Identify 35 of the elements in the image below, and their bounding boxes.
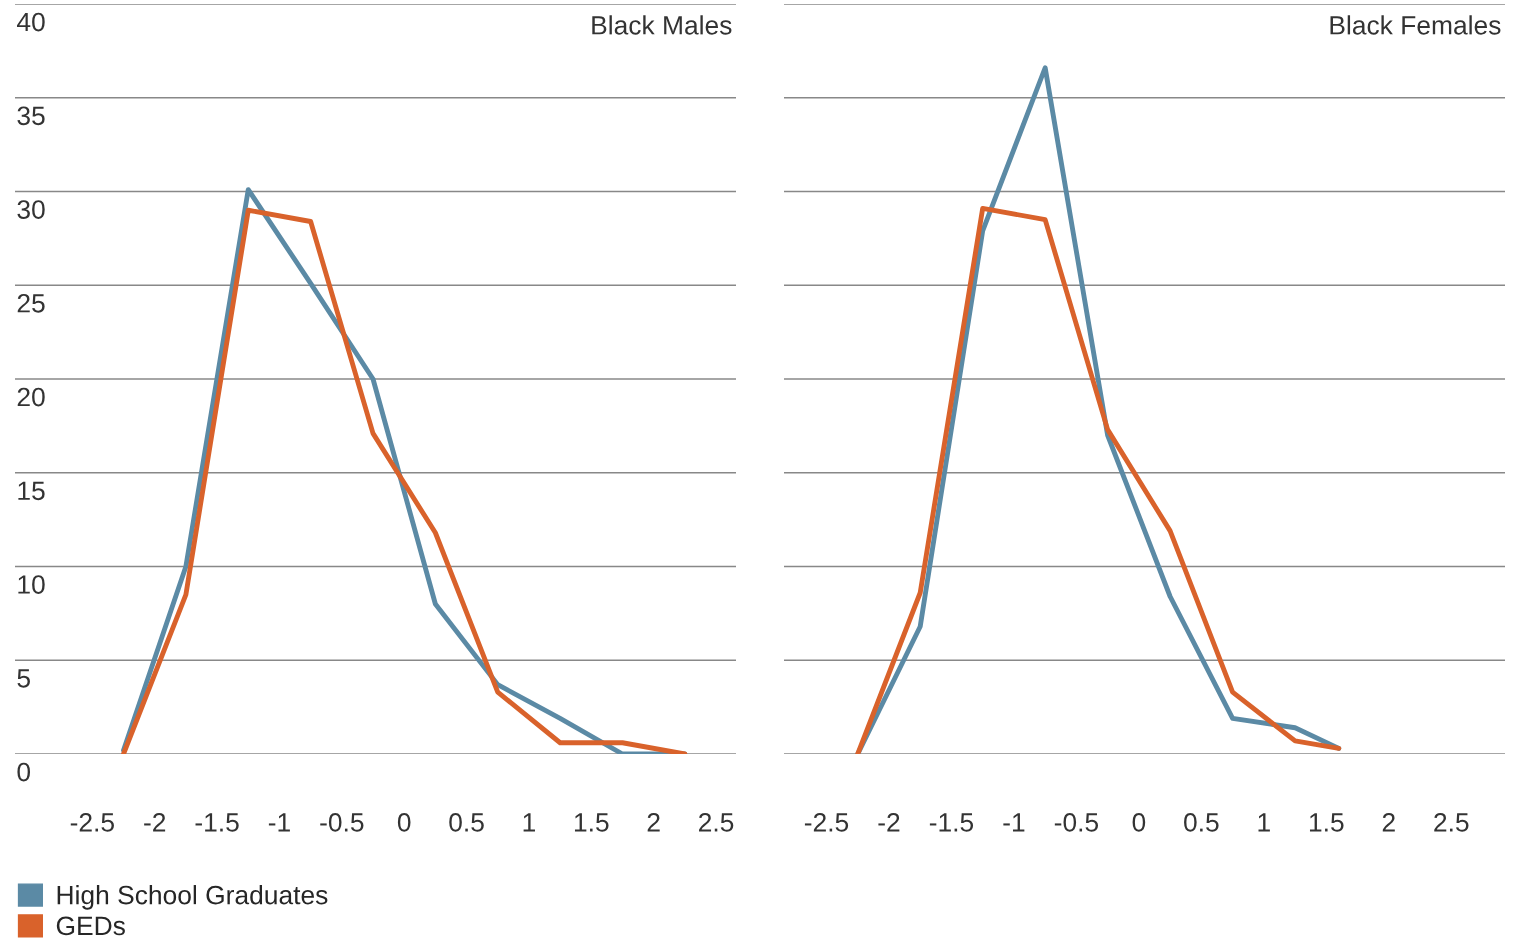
y-tick-label: 15	[18, 481, 45, 501]
x-tick-label: -1	[268, 813, 290, 832]
x-tick-label: 0	[397, 813, 411, 832]
y-tick-label: 20	[17, 387, 45, 407]
x-tick-label: -1	[1003, 813, 1025, 832]
legend-label: GEDs	[56, 916, 125, 936]
x-tick-label: 0	[1132, 813, 1146, 832]
y-tick-label: 30	[17, 200, 45, 219]
y-tick-label: 10	[18, 575, 45, 594]
x-tick-label: -2.5	[70, 813, 114, 832]
y-tick-label: 0	[17, 762, 31, 782]
x-tick-label: -0.5	[320, 813, 364, 832]
legend-label: High School Graduates	[57, 885, 328, 910]
x-tick-label: 2.5	[699, 813, 734, 832]
x-tick-label: -2	[878, 813, 900, 832]
x-tick-label: -1.5	[195, 813, 239, 832]
x-tick-label: 0.5	[1184, 813, 1219, 832]
x-tick-label: 0.5	[449, 813, 484, 832]
x-tick-label: 2	[647, 813, 660, 832]
x-tick-label: -2	[144, 813, 166, 832]
y-tick-label: 40	[17, 12, 45, 32]
chart-title: Black Females	[1330, 15, 1501, 35]
x-tick-label: -1.5	[929, 813, 974, 832]
x-tick-label: -0.5	[1054, 813, 1099, 832]
x-tick-label: 1.5	[1309, 813, 1344, 832]
x-tick-label: 1.5	[574, 813, 609, 832]
y-tick-label: 35	[17, 106, 45, 126]
x-tick-label: -2.5	[804, 813, 849, 832]
x-tick-label: 1	[523, 813, 535, 832]
y-tick-label: 5	[17, 669, 30, 688]
y-tick-label: 25	[17, 293, 45, 313]
x-tick-label: 2.5	[1434, 813, 1469, 832]
x-tick-label: 1	[1258, 813, 1270, 832]
x-tick-label: 2	[1382, 813, 1395, 832]
chart-title: Black Males	[592, 15, 732, 35]
